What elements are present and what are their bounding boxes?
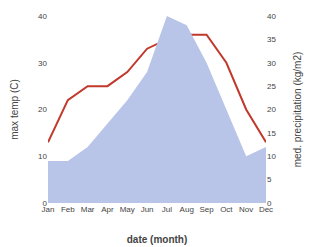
svg-text:May: May — [120, 205, 135, 214]
svg-text:Oct: Oct — [220, 205, 233, 214]
svg-text:max temp (C): max temp (C) — [9, 79, 20, 140]
svg-text:Nov: Nov — [239, 205, 253, 214]
svg-text:10: 10 — [38, 152, 47, 161]
svg-text:15: 15 — [267, 129, 276, 138]
svg-text:Apr: Apr — [101, 205, 114, 214]
svg-text:med. precipitation (kg/m2): med. precipitation (kg/m2) — [292, 52, 303, 168]
svg-text:5: 5 — [267, 175, 272, 184]
svg-text:date (month): date (month) — [127, 234, 188, 245]
svg-text:40: 40 — [38, 12, 47, 21]
svg-text:Mar: Mar — [81, 205, 95, 214]
svg-text:35: 35 — [267, 35, 276, 44]
svg-text:Jan: Jan — [42, 205, 55, 214]
svg-text:Sep: Sep — [199, 205, 214, 214]
svg-text:40: 40 — [267, 12, 276, 21]
svg-text:Dec: Dec — [259, 205, 273, 214]
svg-text:20: 20 — [267, 105, 276, 114]
svg-text:30: 30 — [267, 59, 276, 68]
svg-text:Jul: Jul — [162, 205, 172, 214]
svg-text:Aug: Aug — [180, 205, 194, 214]
svg-text:Feb: Feb — [61, 205, 75, 214]
svg-text:Jun: Jun — [141, 205, 154, 214]
svg-text:25: 25 — [267, 82, 276, 91]
svg-text:0: 0 — [43, 199, 48, 208]
svg-text:10: 10 — [267, 152, 276, 161]
svg-text:30: 30 — [38, 59, 47, 68]
svg-text:0: 0 — [267, 199, 272, 208]
svg-text:20: 20 — [38, 105, 47, 114]
